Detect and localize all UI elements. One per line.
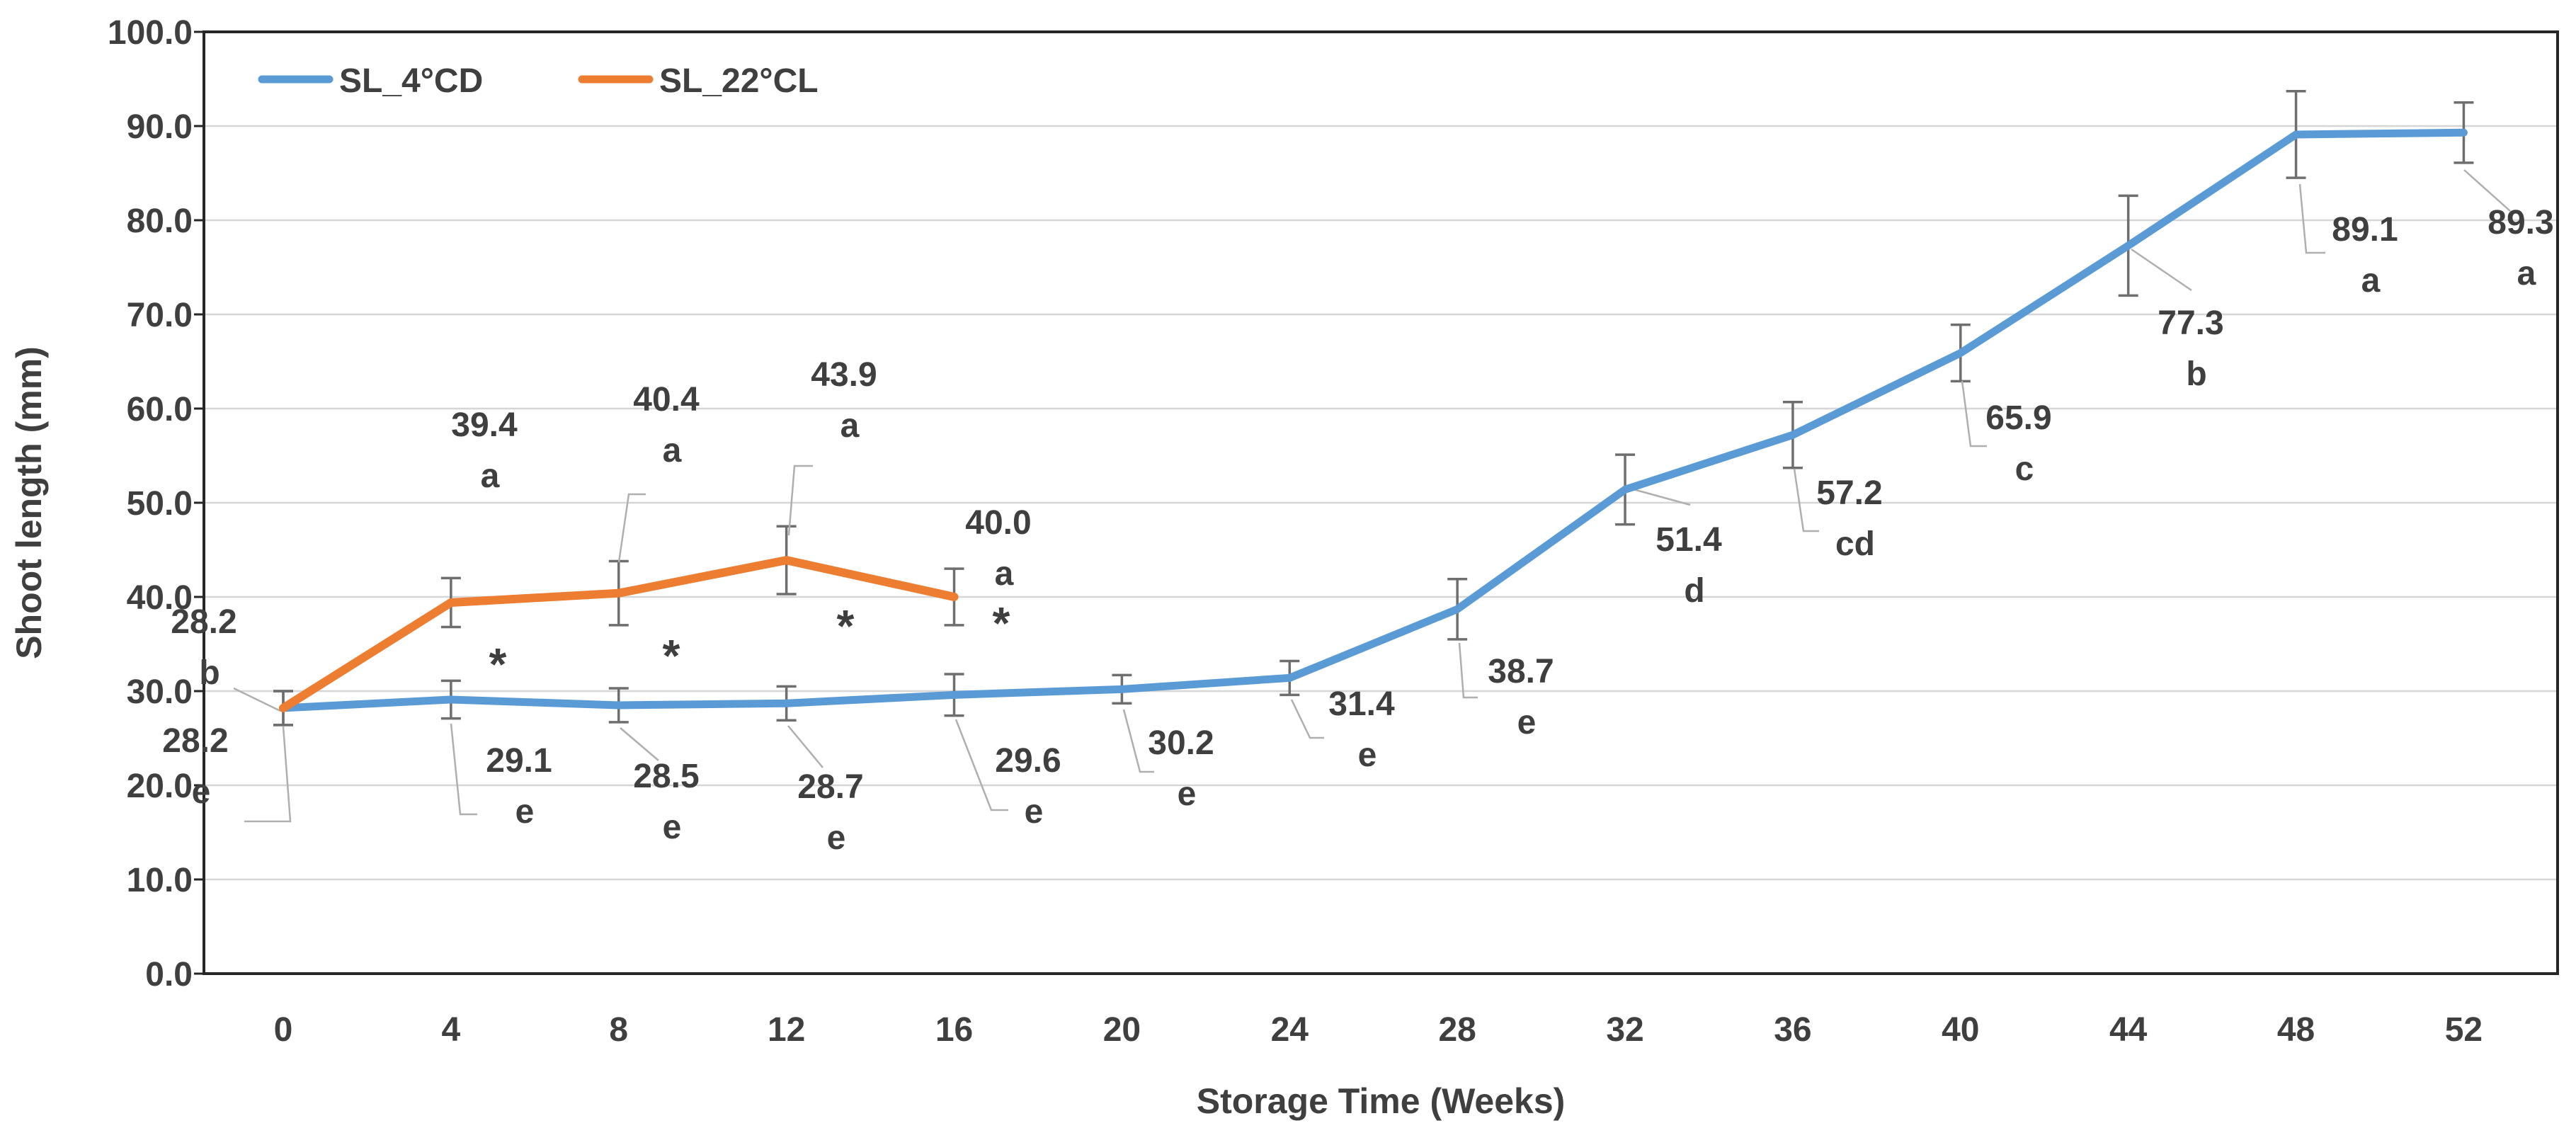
x-tick-label: 40 bbox=[1942, 1011, 1979, 1049]
sig-letter: e bbox=[515, 793, 535, 831]
y-axis-title: Shoot length (mm) bbox=[9, 346, 49, 659]
leader-line bbox=[620, 727, 659, 761]
y-tick-label: 50.0 bbox=[127, 485, 193, 523]
y-tick-label: 60.0 bbox=[127, 391, 193, 428]
y-tick-label: 10.0 bbox=[127, 862, 193, 899]
sig-letter: e bbox=[1025, 793, 1044, 831]
series-line-SL_22°CL bbox=[279, 556, 959, 712]
leader-line bbox=[787, 725, 823, 768]
x-tick-label: 16 bbox=[935, 1011, 973, 1049]
leader-line bbox=[233, 687, 281, 712]
y-tick-label: 30.0 bbox=[127, 673, 193, 711]
data-label: 28.5 bbox=[633, 758, 699, 795]
sig-letter: a bbox=[663, 432, 682, 469]
sig-letter: e bbox=[1517, 704, 1537, 741]
x-tick-label: 20 bbox=[1103, 1011, 1141, 1049]
asterisk-marker: * bbox=[993, 598, 1010, 649]
leader-line bbox=[1630, 487, 1691, 506]
y-tick-label: 100.0 bbox=[108, 14, 193, 52]
asterisk-marker: * bbox=[837, 600, 855, 651]
leader-line bbox=[244, 726, 292, 823]
leader-line bbox=[787, 465, 813, 536]
x-tick-label: 48 bbox=[2277, 1011, 2315, 1049]
leader-line bbox=[1961, 380, 1987, 448]
leader-line bbox=[450, 723, 477, 816]
sig-letter: c bbox=[2015, 450, 2034, 488]
sig-letter: cd bbox=[1835, 525, 1875, 563]
y-tick-label: 70.0 bbox=[127, 297, 193, 334]
leader-line bbox=[617, 493, 646, 563]
data-label: 29.6 bbox=[995, 742, 1061, 780]
y-tick-label: 20.0 bbox=[127, 768, 193, 805]
sig-letter: e bbox=[192, 773, 211, 811]
data-label: 40.0 bbox=[965, 504, 1031, 542]
x-tick-label: 28 bbox=[1438, 1011, 1476, 1049]
data-label: 39.4 bbox=[451, 406, 518, 444]
asterisk-marker: * bbox=[663, 630, 680, 681]
data-label: 65.9 bbox=[1985, 399, 2051, 437]
data-label: 89.3 bbox=[2487, 204, 2553, 241]
y-tick-label: 40.0 bbox=[127, 579, 193, 617]
data-label: 28.7 bbox=[797, 768, 863, 806]
series-line-SL_4°CD bbox=[279, 128, 2468, 712]
sig-letter: e bbox=[1178, 775, 1197, 813]
data-label: 57.2 bbox=[1816, 474, 1882, 512]
leader-line bbox=[2463, 169, 2511, 212]
x-tick-label: 44 bbox=[2109, 1011, 2148, 1049]
legend-label: SL_22°CL bbox=[659, 62, 819, 100]
x-tick-label: 0 bbox=[274, 1011, 293, 1049]
x-tick-label: 36 bbox=[1774, 1011, 1811, 1049]
data-label: 43.9 bbox=[811, 356, 877, 394]
leader-line bbox=[2298, 183, 2325, 254]
x-tick-label: 52 bbox=[2445, 1011, 2483, 1049]
leader-line bbox=[2131, 248, 2192, 292]
sig-letter: a bbox=[995, 555, 1014, 593]
x-tick-label: 12 bbox=[768, 1011, 805, 1049]
y-tick-label: 0.0 bbox=[145, 956, 193, 993]
asterisk-marker: * bbox=[489, 639, 507, 690]
sig-letter: a bbox=[840, 407, 860, 445]
sig-letter: d bbox=[1684, 572, 1704, 610]
data-label: 28.2 bbox=[171, 603, 236, 641]
legend-label: SL_4°CD bbox=[339, 62, 483, 100]
x-tick-label: 4 bbox=[442, 1011, 461, 1049]
x-tick-label: 32 bbox=[1606, 1011, 1643, 1049]
x-axis-title: Storage Time (Weeks) bbox=[1197, 1081, 1566, 1121]
data-label: 28.2 bbox=[162, 722, 228, 760]
sig-letter: a bbox=[2517, 255, 2536, 292]
leader-line bbox=[1458, 642, 1478, 699]
y-tick-label: 80.0 bbox=[127, 203, 193, 240]
data-label: 89.1 bbox=[2332, 211, 2398, 249]
y-tick-label: 90.0 bbox=[127, 108, 193, 146]
data-label: 38.7 bbox=[1488, 653, 1554, 690]
data-label: 51.4 bbox=[1655, 521, 1722, 559]
sig-letter: e bbox=[663, 809, 682, 846]
sig-letter: a bbox=[481, 457, 500, 495]
x-tick-label: 24 bbox=[1271, 1011, 1309, 1049]
leader-line bbox=[1122, 709, 1154, 773]
data-label: 77.3 bbox=[2158, 304, 2223, 342]
data-label: 30.2 bbox=[1148, 724, 1214, 762]
x-tick-label: 8 bbox=[609, 1011, 628, 1049]
data-label: 29.1 bbox=[486, 742, 552, 780]
leader-line bbox=[1793, 468, 1819, 532]
sig-letter: b bbox=[199, 654, 220, 692]
sig-letter: e bbox=[827, 819, 846, 857]
data-label: 31.4 bbox=[1328, 685, 1395, 723]
sig-letter: b bbox=[2186, 355, 2206, 393]
sig-letter: e bbox=[1358, 736, 1377, 774]
sig-letter: a bbox=[2361, 262, 2381, 300]
leader-line bbox=[954, 719, 1008, 811]
data-label: 40.4 bbox=[633, 381, 700, 418]
leader-line bbox=[1290, 699, 1324, 739]
